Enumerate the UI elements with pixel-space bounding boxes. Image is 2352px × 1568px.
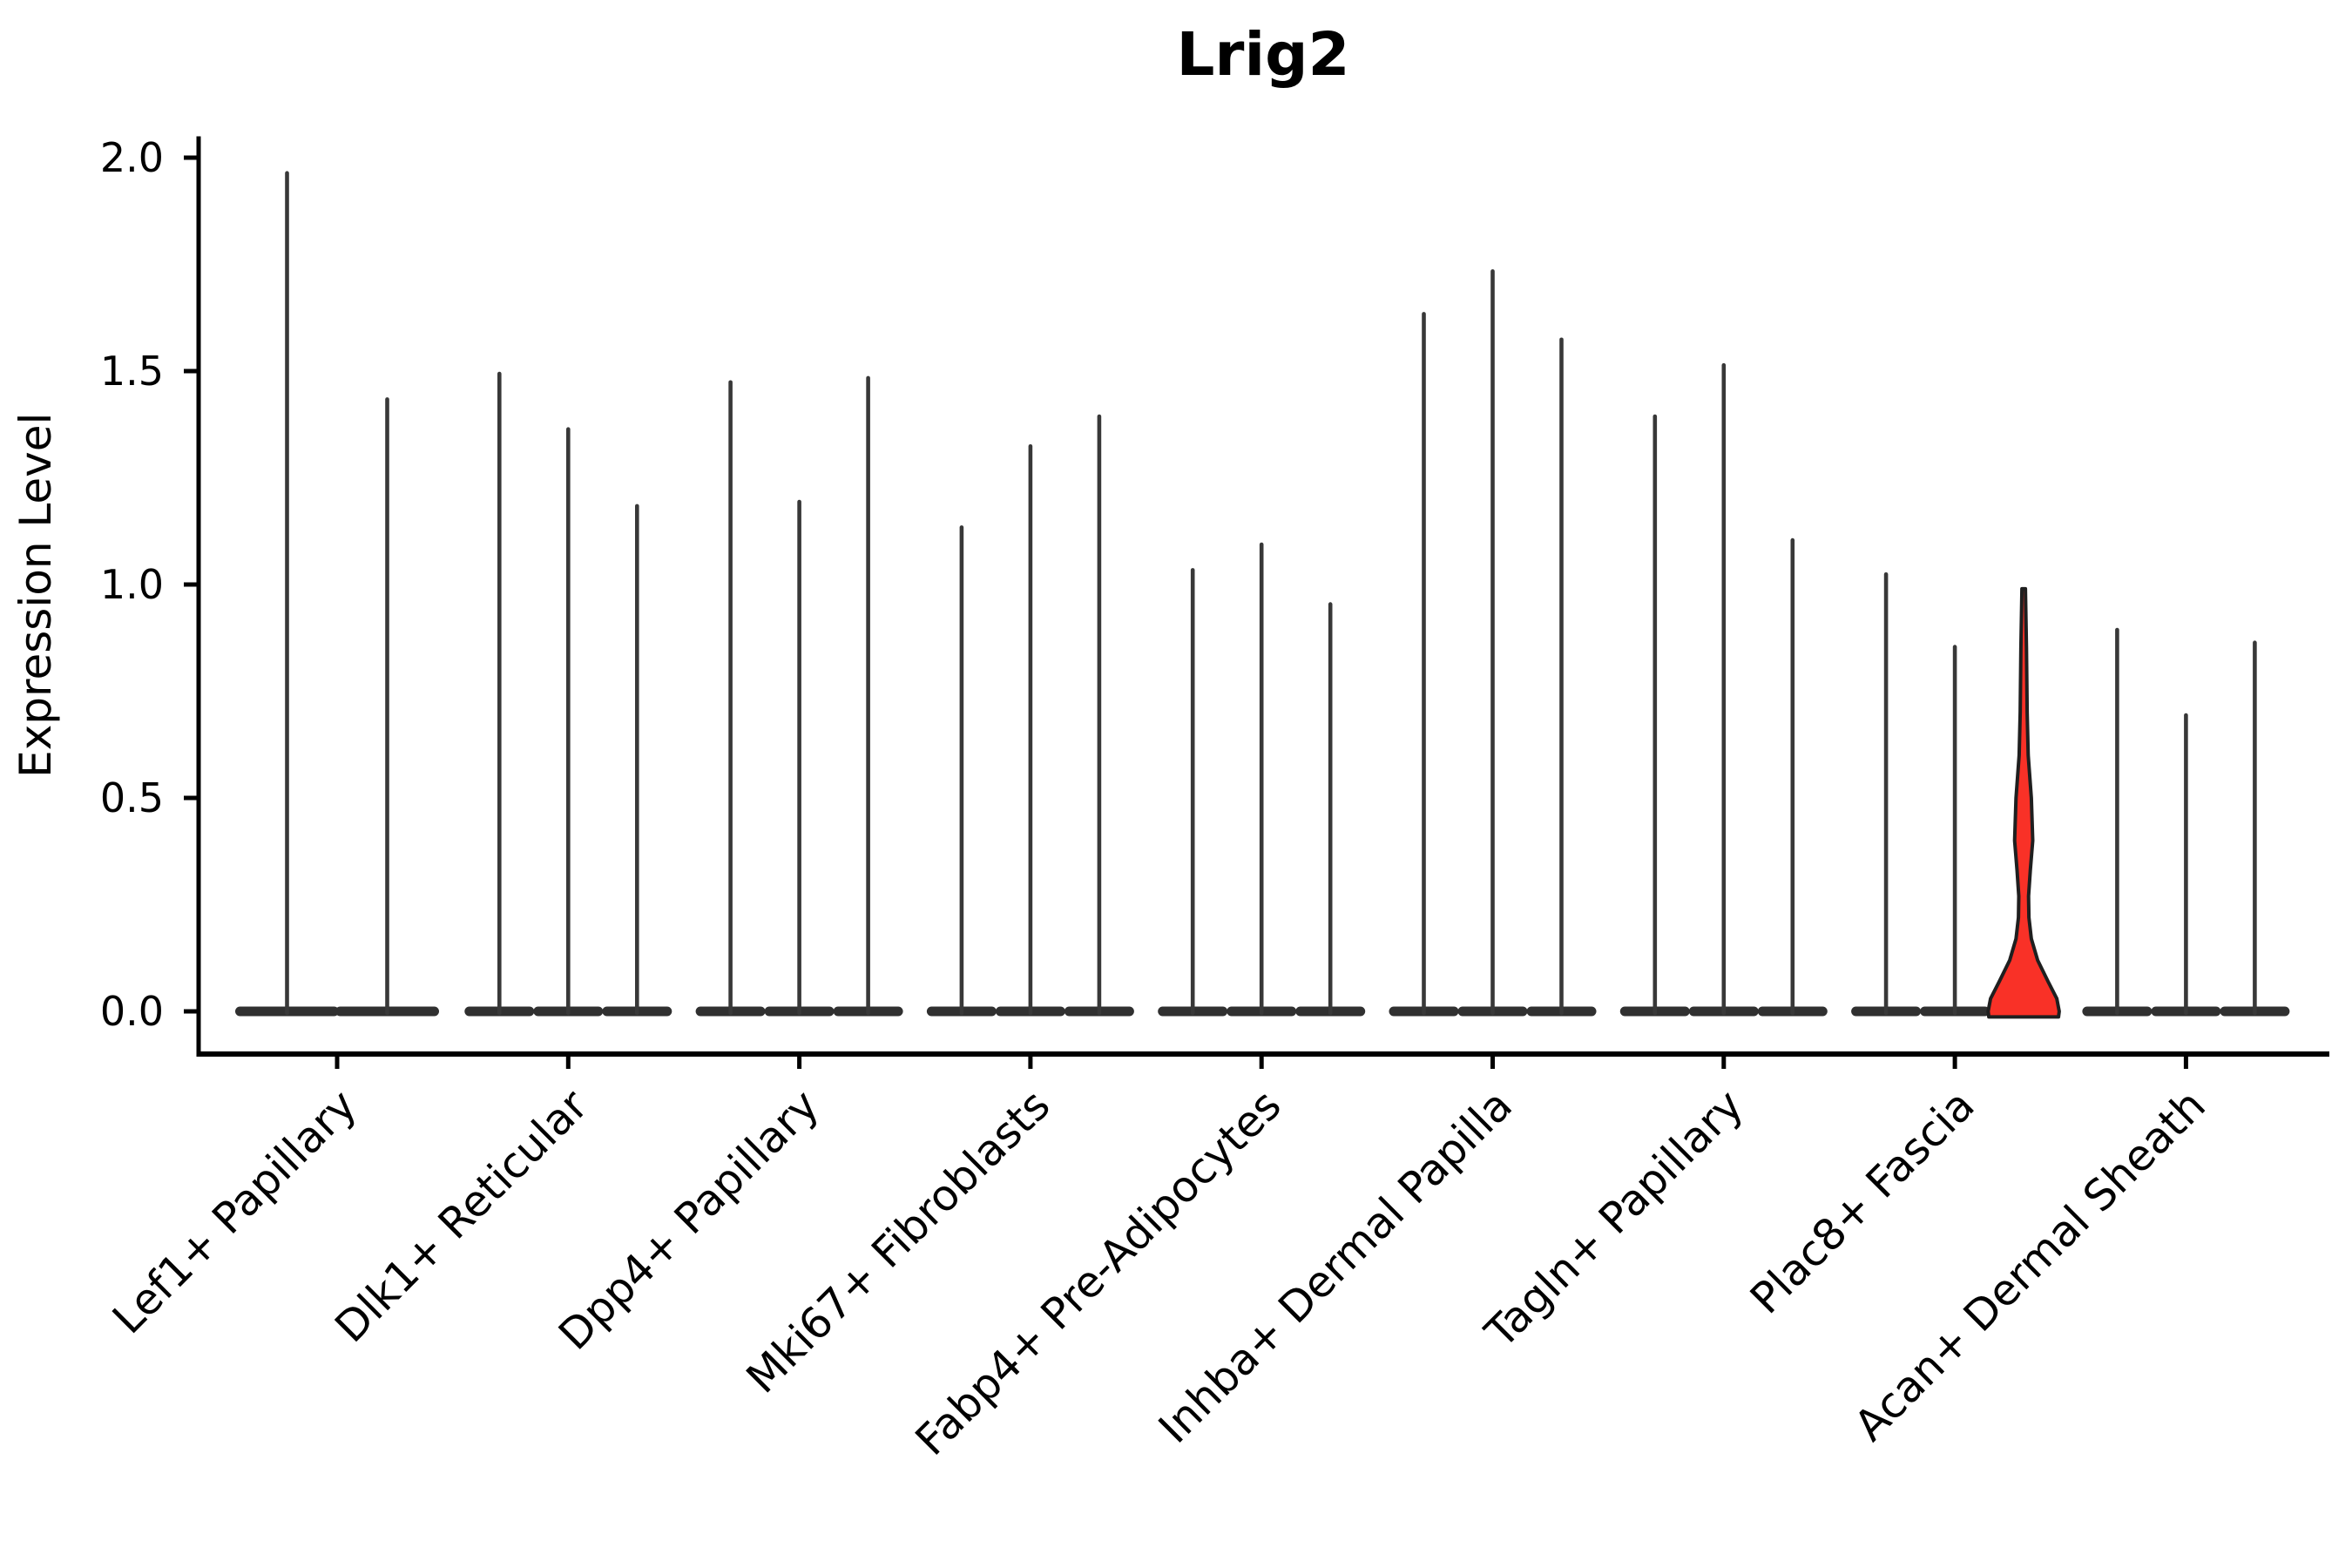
x-tick-label: Tagln+ Papillary	[1476, 1080, 1754, 1358]
violin-highlighted	[1986, 586, 2061, 1019]
x-tick-label: Plac8+ Fascia	[1740, 1080, 1984, 1323]
y-tick-label: 0.5	[100, 774, 164, 821]
x-tick-label: Fabp4+ Pre-Adipocytes	[906, 1080, 1291, 1465]
x-tick-label: Dlk1+ Reticular	[326, 1080, 598, 1353]
y-tick-label: 2.0	[100, 134, 164, 181]
y-axis-label: Expression Level	[10, 413, 61, 778]
x-tick-label: Lef1+ Papillary	[103, 1080, 366, 1343]
y-tick-label: 1.0	[100, 561, 164, 608]
y-tick-label: 0.0	[100, 988, 164, 1035]
y-tick-label: 1.5	[100, 348, 164, 395]
chart-title: Lrig2	[1176, 20, 1349, 90]
